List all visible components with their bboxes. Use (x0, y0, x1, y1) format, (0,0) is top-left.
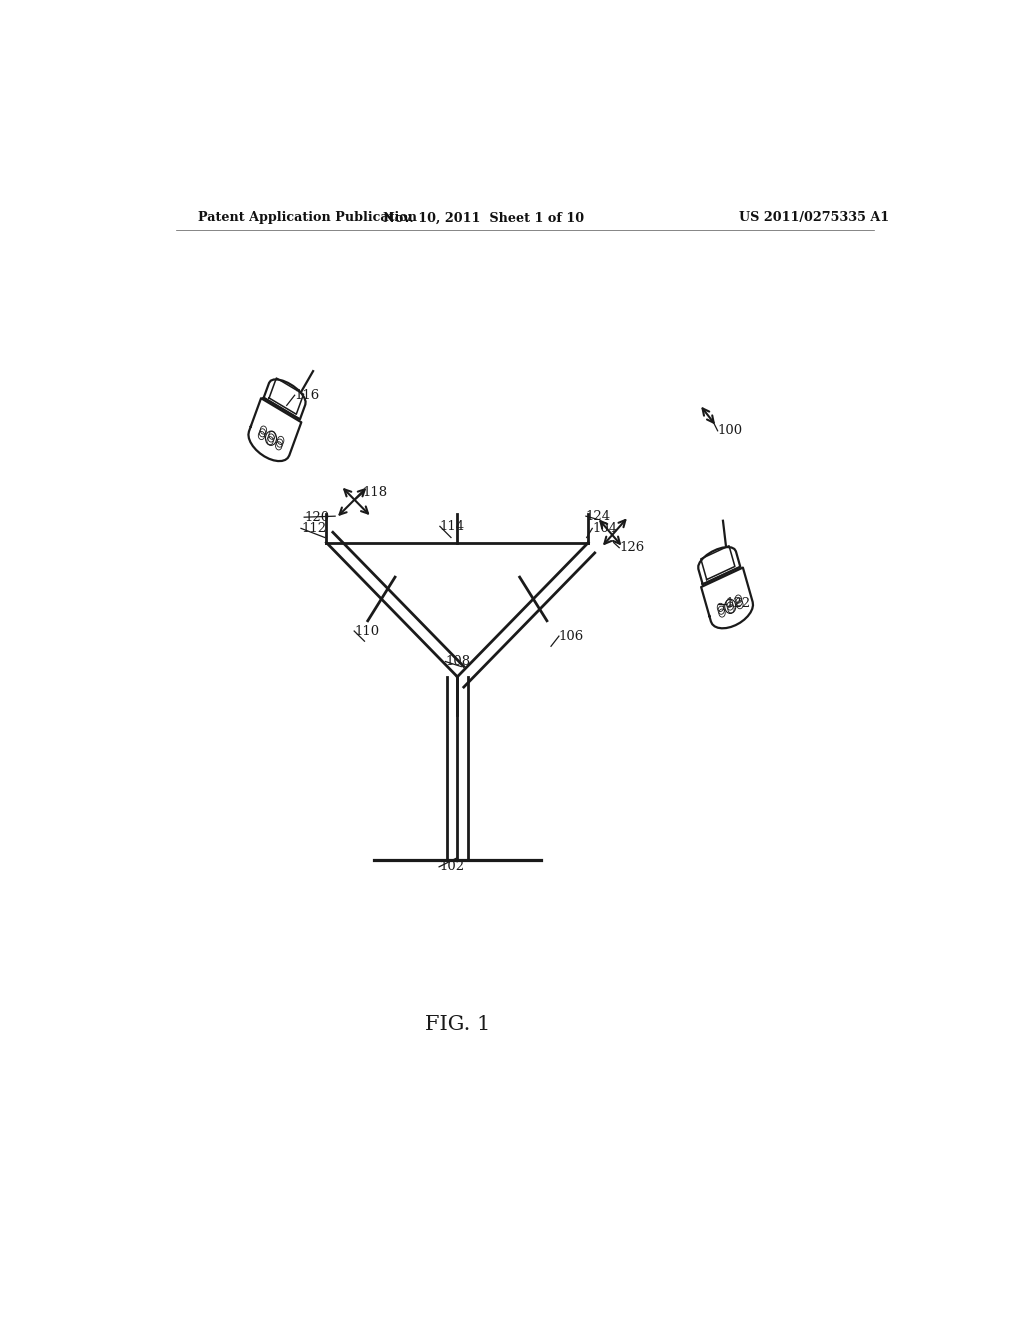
Text: 118: 118 (362, 486, 388, 499)
Text: 114: 114 (440, 520, 465, 533)
Text: 108: 108 (445, 655, 471, 668)
Text: 112: 112 (301, 521, 326, 535)
Text: 116: 116 (295, 388, 319, 401)
Text: 110: 110 (354, 624, 379, 638)
Text: 126: 126 (620, 541, 644, 554)
Text: FIG. 1: FIG. 1 (425, 1015, 490, 1034)
Text: 104: 104 (592, 521, 617, 535)
Text: 106: 106 (559, 630, 584, 643)
Text: Nov. 10, 2011  Sheet 1 of 10: Nov. 10, 2011 Sheet 1 of 10 (383, 211, 584, 224)
Text: 100: 100 (718, 424, 742, 437)
Text: US 2011/0275335 A1: US 2011/0275335 A1 (739, 211, 890, 224)
Text: 102: 102 (439, 861, 464, 874)
Text: 124: 124 (586, 510, 611, 523)
Text: 122: 122 (726, 597, 751, 610)
Text: Patent Application Publication: Patent Application Publication (198, 211, 417, 224)
Text: 120: 120 (304, 511, 330, 524)
